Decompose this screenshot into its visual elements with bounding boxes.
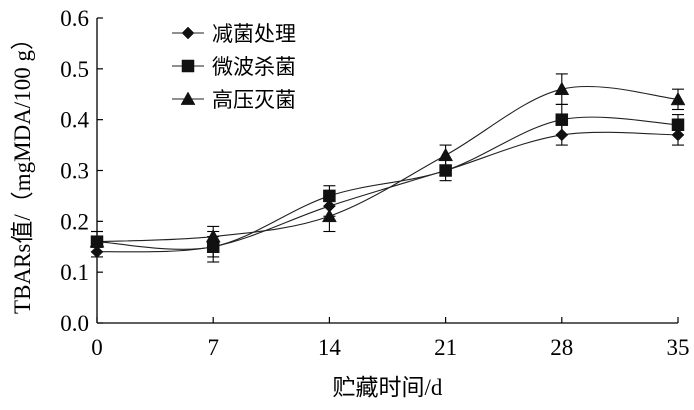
- series-line-triangle: [96, 85, 679, 243]
- data-point-square: [671, 118, 685, 131]
- series-line-square: [96, 116, 679, 250]
- legend-label: 高压灭菌: [212, 88, 296, 112]
- data-point-triangle: [89, 234, 105, 248]
- y-tick-label: 0.1: [60, 260, 89, 285]
- data-point-diamond: [671, 128, 685, 142]
- y-tick-label: 0.4: [60, 108, 89, 133]
- series-line-diamond: [96, 131, 679, 253]
- data-point-triangle: [670, 91, 686, 106]
- series-markers: [89, 81, 686, 259]
- x-tick-label: 21: [434, 335, 457, 360]
- legend-marker-diamond: [181, 26, 195, 40]
- y-tick-label: 0.0: [60, 311, 89, 336]
- x-tick-label: 7: [207, 335, 219, 360]
- legend-marker-square: [181, 59, 195, 73]
- data-point-square: [555, 113, 569, 126]
- series-lines: [96, 85, 679, 253]
- y-tick-label: 0.6: [60, 6, 89, 31]
- data-point-triangle: [438, 147, 454, 162]
- y-tick-label: 0.2: [60, 209, 89, 234]
- y-tick-label: 0.5: [60, 57, 89, 82]
- y-tick-label: 0.3: [60, 159, 89, 184]
- x-tick-label: 14: [318, 335, 342, 360]
- data-point-diamond: [555, 128, 569, 142]
- x-tick-label: 35: [667, 335, 690, 360]
- legend-label: 减菌处理: [212, 22, 296, 46]
- data-point-triangle: [554, 81, 570, 96]
- data-point-square: [323, 189, 336, 203]
- data-point-square: [439, 164, 452, 177]
- x-axis-label: 贮藏时间/d: [333, 375, 443, 400]
- data-point-square: [206, 240, 220, 253]
- axes: 0.0 0.1 0.2 0.3 0.4 0.5 0.6 0 7 14 21 28 35: [60, 6, 689, 360]
- x-tick-label: 28: [550, 335, 573, 360]
- legend-label: 微波杀菌: [212, 55, 296, 79]
- data-point-triangle: [205, 229, 221, 243]
- legend-marker-triangle: [180, 91, 196, 105]
- data-point-diamond: [90, 245, 104, 259]
- data-point-triangle: [321, 208, 337, 223]
- x-tick-label: 0: [91, 335, 103, 360]
- y-axis-label: TBARs值/（mgMDA/100 g）: [10, 27, 35, 314]
- error-bars: [91, 73, 684, 263]
